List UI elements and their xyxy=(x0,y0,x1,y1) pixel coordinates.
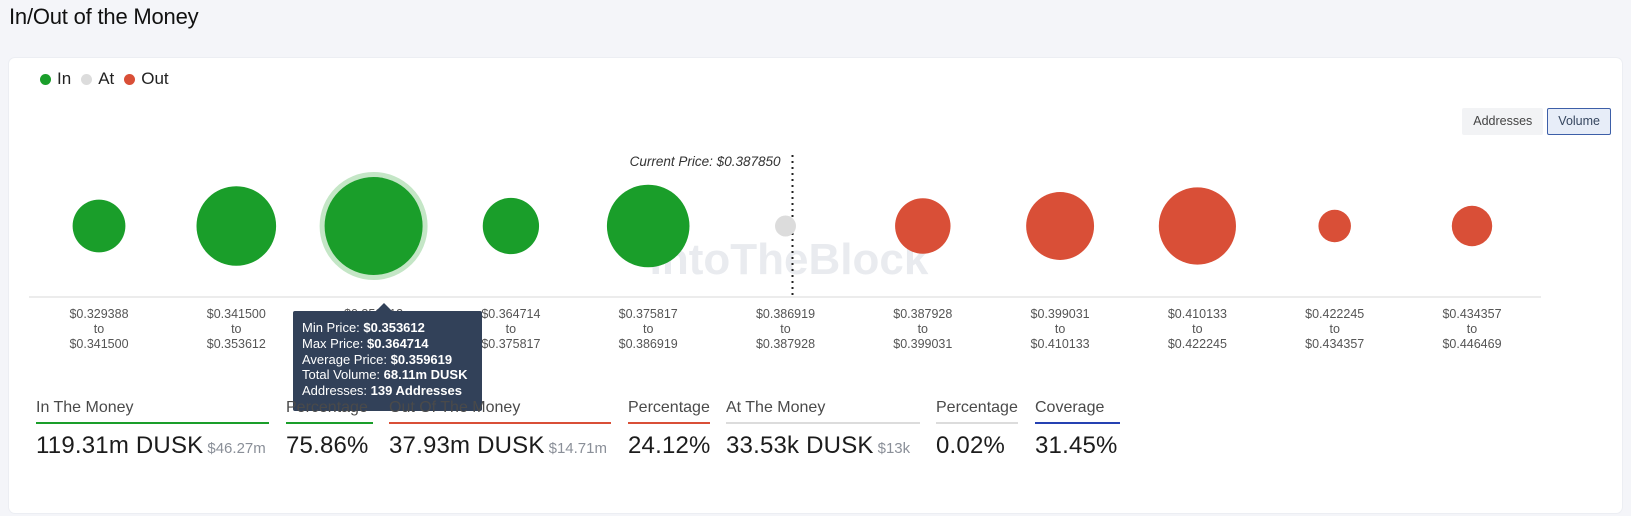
legend-out-dot-icon xyxy=(124,73,136,85)
stat-in-percentage: Percentage 75.86% xyxy=(286,397,373,460)
tooltip-min-price: Min Price: $0.353612 xyxy=(302,320,425,335)
stat-in-the-money: In The Money 119.31m DUSK $46.27m xyxy=(36,397,269,460)
stat-in-the-money-value: 119.31m DUSK $46.27m xyxy=(36,432,266,459)
bubble-at xyxy=(775,215,796,237)
bin-label-to: $0.446469 xyxy=(1442,337,1501,351)
bin-label-from: $0.422245 xyxy=(1305,307,1364,321)
bin-label-from: $0.434357 xyxy=(1442,307,1501,321)
stat-at-the-money-underline xyxy=(726,422,920,424)
legend-out-label: Out xyxy=(141,69,169,88)
bin-label-from: $0.399031 xyxy=(1031,307,1090,321)
stat-in-the-money-label: In The Money xyxy=(36,399,134,416)
stat-at-the-money-label: At The Money xyxy=(726,399,826,416)
bin-label-to-word: to xyxy=(918,322,928,336)
stat-in-the-money-underline xyxy=(36,422,269,424)
stat-out-percentage-value: 24.12% xyxy=(628,432,711,459)
stat-at-the-money-value: 33.53k DUSK $13k xyxy=(726,432,911,459)
bubble-out xyxy=(1026,192,1095,260)
tooltip-max-price: Max Price: $0.364714 xyxy=(302,335,429,351)
bin-label-to-word: to xyxy=(1467,322,1477,336)
legend: In At Out xyxy=(40,69,169,89)
bin-label-to: $0.422245 xyxy=(1168,337,1227,351)
stat-at-percentage-underline xyxy=(936,422,1018,424)
bin-label-to-word: to xyxy=(94,322,104,336)
stat-at-percentage-value: 0.02% xyxy=(936,432,1006,459)
bin-label-to: $0.375817 xyxy=(481,337,540,351)
bin-label-to: $0.434357 xyxy=(1305,337,1364,351)
current-price-label: Current Price: $0.387850 xyxy=(630,154,781,169)
stat-coverage-value: 31.45% xyxy=(1035,432,1118,459)
bin-label-from: $0.387928 xyxy=(893,307,952,321)
tooltip-addresses: Addresses: 139 Addresses xyxy=(302,383,462,399)
bin-label-to: $0.410133 xyxy=(1031,337,1090,351)
bin-label-to: $0.399031 xyxy=(893,337,952,351)
bin-label-from: $0.364714 xyxy=(481,307,540,321)
page-title: In/Out of the Money xyxy=(9,4,199,29)
bubble-in xyxy=(606,184,690,268)
stat-out-percentage-label: Percentage xyxy=(628,399,710,416)
legend-item-at[interactable]: At xyxy=(81,69,114,89)
tooltip-average-price: Average Price: $0.359619 xyxy=(302,351,453,367)
bin-label-to-word: to xyxy=(231,322,241,336)
stat-in-percentage-label: Percentage xyxy=(286,399,368,416)
stat-at-percentage-label: Percentage xyxy=(936,399,1018,416)
stat-out-percentage-underline xyxy=(628,422,710,424)
bin-label-from: $0.386919 xyxy=(756,307,815,321)
bubble-out xyxy=(895,198,951,254)
bin-label-from: $0.341500 xyxy=(207,307,266,321)
metric-toggle: Addresses Volume xyxy=(1462,108,1611,135)
bin-tooltip: Min Price: $0.353612 Max Price: $0.36471… xyxy=(293,303,482,411)
legend-item-out[interactable]: Out xyxy=(124,69,169,89)
stat-at-percentage: Percentage 0.02% xyxy=(936,397,1018,460)
volume-button[interactable]: Volume xyxy=(1547,108,1611,135)
stat-coverage: Coverage 31.45% xyxy=(1035,397,1120,460)
stat-at-the-money: At The Money 33.53k DUSK $13k xyxy=(726,397,920,460)
bin-label-to: $0.341500 xyxy=(69,337,128,351)
legend-in-label: In xyxy=(57,69,72,88)
bin-label-from: $0.410133 xyxy=(1168,307,1227,321)
bin-label-to: $0.387928 xyxy=(756,337,815,351)
bubble-in xyxy=(72,199,126,253)
stat-out-percentage: Percentage 24.12% xyxy=(628,397,710,460)
bin-label-to-word: to xyxy=(643,322,653,336)
watermark-text: IntoTheBlock xyxy=(650,235,929,284)
bin-label-to-word: to xyxy=(780,322,790,336)
legend-at-dot-icon xyxy=(81,73,93,85)
bubble-out xyxy=(1158,187,1236,265)
stat-coverage-label: Coverage xyxy=(1035,399,1105,416)
stat-out-of-the-money-value: 37.93m DUSK $14.71m xyxy=(389,432,607,459)
bubble-chart: IntoTheBlock Current Price: $0.387850 $0.3… xyxy=(29,154,1541,351)
bin-label-to: $0.386919 xyxy=(619,337,678,351)
bin-label-to-word: to xyxy=(506,322,516,336)
stat-in-percentage-value: 75.86% xyxy=(286,432,369,459)
legend-in-dot-icon xyxy=(40,73,51,85)
bubble-in xyxy=(196,186,277,266)
bin-label-to: $0.353612 xyxy=(207,337,266,351)
stat-out-of-the-money: Out Of The Money 37.93m DUSK $14.71m xyxy=(389,397,611,460)
bin-label-from: $0.329388 xyxy=(69,307,128,321)
bubble-in xyxy=(324,177,423,275)
bin-label-to-word: to xyxy=(1192,322,1202,336)
stat-out-of-the-money-label: Out Of The Money xyxy=(389,399,521,416)
bubble-in xyxy=(482,197,540,255)
stat-coverage-underline xyxy=(1035,422,1120,424)
bubble-out xyxy=(1451,205,1493,247)
chart-card: In At Out Addresses Volume IntoTheBlock C… xyxy=(9,58,1622,513)
bin-label-from: $0.375817 xyxy=(619,307,678,321)
tooltip-total-volume: Total Volume: 68.11m DUSK xyxy=(302,367,468,383)
stat-out-of-the-money-underline xyxy=(389,422,611,424)
bin-label-to-word: to xyxy=(1329,322,1339,336)
addresses-button[interactable]: Addresses xyxy=(1462,108,1544,135)
legend-item-in[interactable]: In xyxy=(40,69,71,89)
bubble-out xyxy=(1318,209,1351,243)
legend-at-label: At xyxy=(98,69,115,88)
bin-label-to-word: to xyxy=(1055,322,1065,336)
stat-in-percentage-underline xyxy=(286,422,373,424)
